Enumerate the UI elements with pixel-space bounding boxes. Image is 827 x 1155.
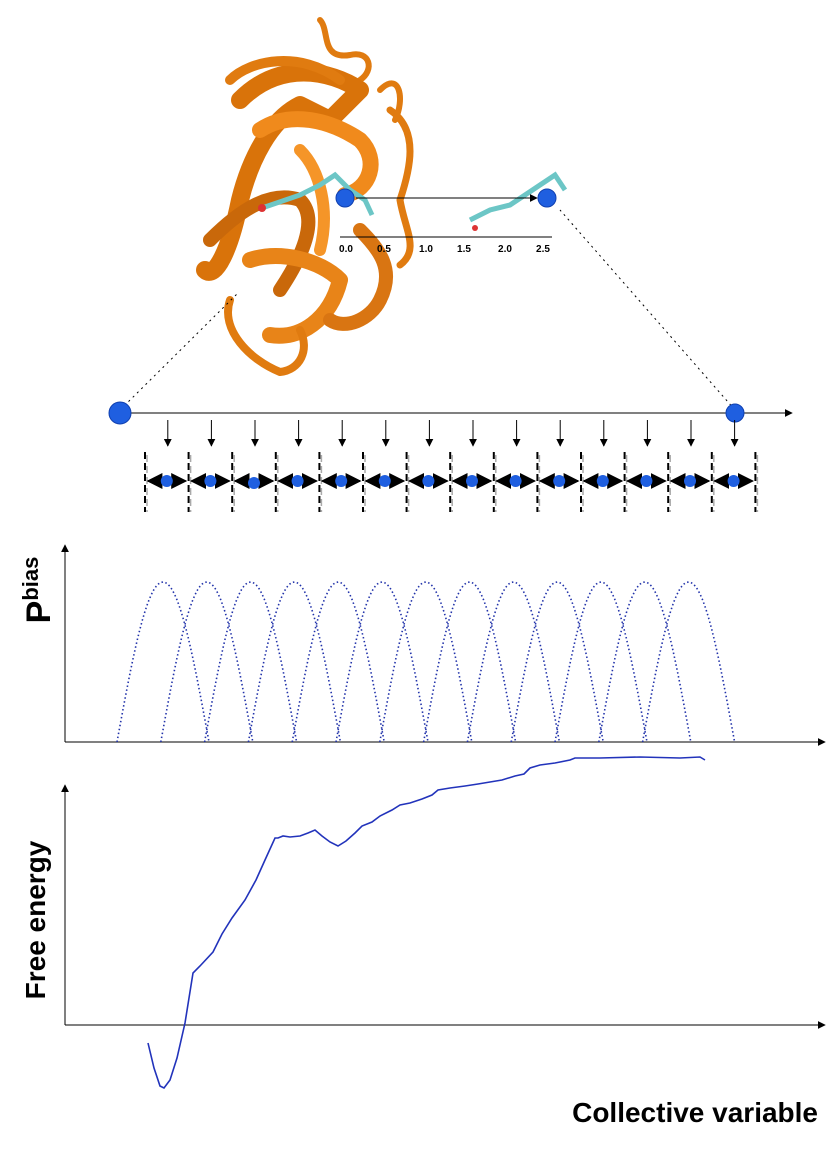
window-center xyxy=(509,475,522,487)
start-dot xyxy=(108,401,132,425)
tick-label: 2.0 xyxy=(498,244,512,255)
window-center xyxy=(727,475,740,487)
x-axis-label: Collective variable xyxy=(572,1097,818,1128)
window-center xyxy=(378,475,391,487)
bias-distribution xyxy=(291,581,385,743)
bias-distribution xyxy=(641,581,736,743)
protein xyxy=(196,17,414,376)
window-center xyxy=(204,475,217,487)
bias-distribution xyxy=(203,581,298,743)
bias-distribution xyxy=(116,581,210,743)
free-energy-curve xyxy=(147,756,706,1090)
bias-label-p: P xyxy=(20,601,58,624)
bias-distribution xyxy=(422,581,517,743)
bias-distribution xyxy=(335,581,429,743)
bias-distribution xyxy=(379,581,473,743)
window-center xyxy=(291,475,304,487)
bias-distribution xyxy=(247,581,342,743)
window-center xyxy=(422,475,435,487)
ligand xyxy=(258,171,568,231)
tick-label: 0.5 xyxy=(377,244,391,255)
tick-label: 0.0 xyxy=(339,244,353,255)
window-center xyxy=(596,475,609,487)
inset-axis xyxy=(340,194,552,238)
zoom-line xyxy=(559,209,736,411)
bias-distribution xyxy=(598,581,692,743)
window-center xyxy=(248,477,260,489)
bias-distribution xyxy=(466,581,561,743)
bias-distribution xyxy=(510,581,604,743)
start-dot xyxy=(335,188,355,208)
window-center xyxy=(466,475,478,487)
bias-label-sup: bias xyxy=(18,557,43,601)
window-center xyxy=(640,475,653,487)
bias-distribution xyxy=(554,581,648,743)
zoom-line xyxy=(119,292,239,411)
end-dot xyxy=(725,403,745,423)
tick-label: 1.0 xyxy=(419,244,433,255)
bias-label: Pbias xyxy=(18,557,58,624)
end-dot xyxy=(537,188,557,208)
tick-label: 1.5 xyxy=(457,244,471,255)
window-center xyxy=(160,475,173,487)
bias-distribution xyxy=(160,581,254,743)
y-axis-label: Free energy xyxy=(20,840,51,999)
window-center xyxy=(553,475,566,487)
window-center xyxy=(684,475,696,487)
tick-label: 2.5 xyxy=(536,244,550,255)
window-center xyxy=(335,475,348,487)
